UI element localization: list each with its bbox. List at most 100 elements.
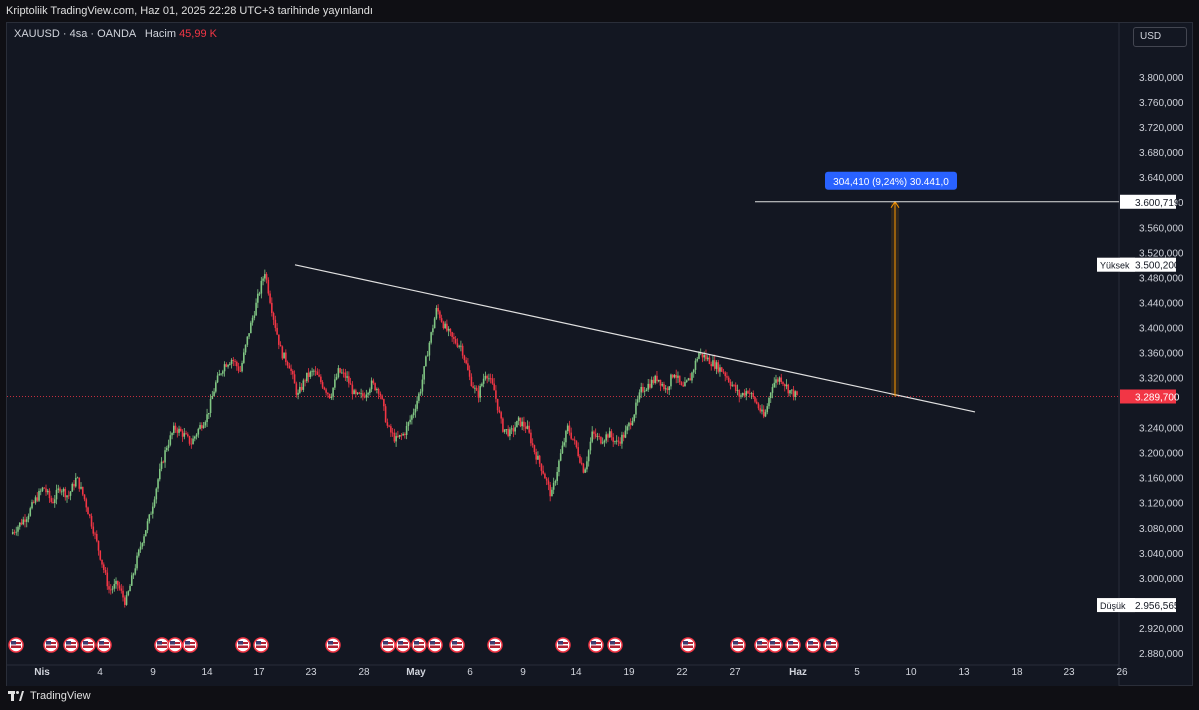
candle-body[interactable] (62, 488, 65, 492)
candle-body[interactable] (412, 412, 415, 416)
candle-body[interactable] (505, 429, 508, 430)
symbol-legend[interactable]: XAUUSD · 4sa · OANDA Hacim 45,99 K (14, 28, 217, 40)
candle-body[interactable] (379, 393, 382, 396)
candle-body[interactable] (570, 432, 572, 439)
candle-body[interactable] (34, 497, 37, 503)
candle-body[interactable] (209, 399, 212, 413)
candle-body[interactable] (248, 333, 250, 337)
candle-body[interactable] (388, 425, 390, 427)
candle-body[interactable] (109, 589, 112, 591)
candle-body[interactable] (563, 442, 565, 446)
candle-body[interactable] (610, 431, 613, 438)
candle-body[interactable] (442, 321, 445, 329)
candle-body[interactable] (148, 514, 151, 522)
candle-body[interactable] (81, 486, 84, 495)
candle-body[interactable] (328, 393, 331, 399)
candle-body[interactable] (346, 376, 348, 378)
us-flag-event-icon[interactable] (805, 637, 821, 653)
tradingview-brand[interactable]: TradingView (8, 690, 91, 702)
candle-body[interactable] (95, 533, 98, 541)
candle-body[interactable] (628, 422, 630, 427)
candle-body[interactable] (486, 375, 488, 379)
chart-frame[interactable]: 3.800,000 3.760,000 3.720,000 3.680,000 3.64… (6, 22, 1193, 687)
candle-body[interactable] (197, 428, 200, 435)
candle-body[interactable] (123, 597, 126, 605)
candle-body[interactable] (552, 482, 555, 490)
candle-body[interactable] (74, 477, 77, 487)
candle-body[interactable] (167, 444, 170, 448)
candle-body[interactable] (132, 573, 135, 576)
candle-body[interactable] (286, 361, 289, 366)
candle-body[interactable] (295, 383, 298, 395)
candle-body[interactable] (414, 408, 417, 413)
candle-body[interactable] (727, 377, 730, 382)
us-flag-event-icon[interactable] (680, 637, 696, 653)
candle-body[interactable] (208, 412, 210, 415)
candle-body[interactable] (533, 445, 536, 453)
candle-body[interactable] (395, 436, 397, 442)
candle-body[interactable] (458, 345, 460, 347)
candle-body[interactable] (144, 530, 147, 537)
candle-body[interactable] (244, 344, 247, 353)
candle-body[interactable] (122, 590, 124, 598)
candle-body[interactable] (722, 371, 725, 373)
candle-body[interactable] (250, 322, 252, 334)
candle-body[interactable] (337, 368, 340, 378)
candle-body[interactable] (111, 588, 114, 590)
us-flag-event-icon[interactable] (154, 637, 170, 653)
candle-body[interactable] (729, 381, 732, 386)
candle-body[interactable] (69, 491, 72, 496)
candle-body[interactable] (404, 433, 406, 436)
candle-body[interactable] (782, 382, 784, 385)
candle-body[interactable] (218, 373, 221, 376)
candle-body[interactable] (696, 358, 699, 361)
candle-body[interactable] (20, 522, 23, 525)
candle-body[interactable] (143, 536, 145, 544)
candle-body[interactable] (558, 460, 560, 472)
candle-body[interactable] (253, 315, 256, 318)
candle-body[interactable] (402, 433, 404, 436)
candle-body[interactable] (377, 388, 380, 394)
candle-body[interactable] (747, 391, 749, 394)
candle-body[interactable] (566, 425, 569, 432)
candle-body[interactable] (339, 368, 341, 373)
us-flag-event-icon[interactable] (555, 637, 571, 653)
candle-body[interactable] (222, 371, 224, 374)
candle-body[interactable] (362, 393, 364, 397)
candle-body[interactable] (299, 386, 301, 393)
candle-body[interactable] (73, 483, 75, 487)
candle-body[interactable] (614, 441, 616, 442)
us-flag-event-icon[interactable] (427, 637, 443, 653)
candle-body[interactable] (335, 377, 338, 380)
candle-body[interactable] (358, 392, 361, 394)
candle-body[interactable] (572, 438, 574, 440)
candle-body[interactable] (710, 364, 713, 367)
candle-body[interactable] (661, 384, 664, 386)
candle-body[interactable] (391, 432, 394, 434)
candle-body[interactable] (390, 426, 392, 433)
candle-body[interactable] (393, 432, 396, 442)
us-flag-event-icon[interactable] (730, 637, 746, 653)
candle-body[interactable] (713, 360, 716, 369)
candle-body[interactable] (680, 382, 683, 386)
candle-body[interactable] (274, 319, 277, 328)
candle-body[interactable] (384, 406, 387, 423)
candle-body[interactable] (447, 328, 450, 331)
candle-body[interactable] (694, 360, 697, 370)
candle-body[interactable] (498, 410, 501, 413)
candle-body[interactable] (449, 328, 452, 333)
candle-body[interactable] (129, 585, 131, 592)
candle-body[interactable] (783, 384, 786, 387)
candle-body[interactable] (246, 336, 249, 345)
candle-body[interactable] (130, 575, 133, 586)
candle-body[interactable] (556, 471, 558, 482)
candle-body[interactable] (673, 374, 676, 378)
candle-body[interactable] (153, 499, 156, 507)
candle-body[interactable] (187, 434, 189, 437)
candle-body[interactable] (689, 378, 692, 381)
candle-body[interactable] (297, 392, 299, 395)
candle-body[interactable] (540, 463, 543, 471)
candle-body[interactable] (355, 390, 357, 394)
candle-body[interactable] (234, 361, 236, 362)
candle-body[interactable] (475, 387, 478, 391)
